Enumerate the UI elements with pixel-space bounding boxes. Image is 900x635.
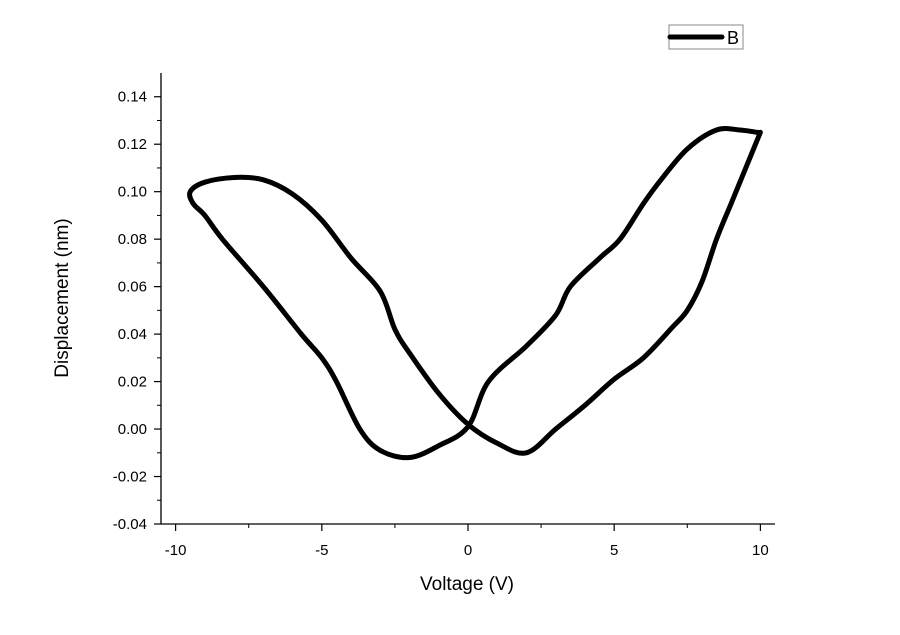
- y-tick-label: 0.08: [118, 231, 147, 248]
- y-tick-label: 0.06: [118, 279, 147, 296]
- legend: B: [667, 24, 744, 50]
- x-tick-label: -10: [165, 542, 187, 559]
- plot-area: [187, 125, 763, 461]
- x-tick-label: 5: [610, 542, 618, 559]
- y-tick-label: 0.12: [118, 136, 147, 153]
- x-tick-label: -5: [315, 542, 328, 559]
- x-tick-label: 0: [464, 542, 472, 559]
- y-tick-label: 0.04: [118, 326, 147, 343]
- x-axis-label: Voltage (V): [420, 574, 514, 595]
- y-tick-label: 0.00: [118, 421, 147, 438]
- y-axis-label: Displacement (nm): [52, 218, 73, 377]
- y-tick-label: 0.02: [118, 374, 147, 391]
- series-line-b: [187, 125, 763, 461]
- y-tick-label: 0.10: [118, 184, 147, 201]
- y-tick-label: -0.02: [113, 469, 147, 486]
- axes: [160, 73, 775, 525]
- y-tick-label: -0.04: [113, 516, 147, 533]
- ticks: -10 -5 0 5 10 -0.04 -0.02 0.00 0.02 0.04 0.06 0.08 0…: [113, 89, 769, 559]
- legend-label-b: B: [727, 28, 739, 48]
- x-tick-label: 10: [752, 542, 769, 559]
- y-tick-label: 0.14: [118, 89, 147, 106]
